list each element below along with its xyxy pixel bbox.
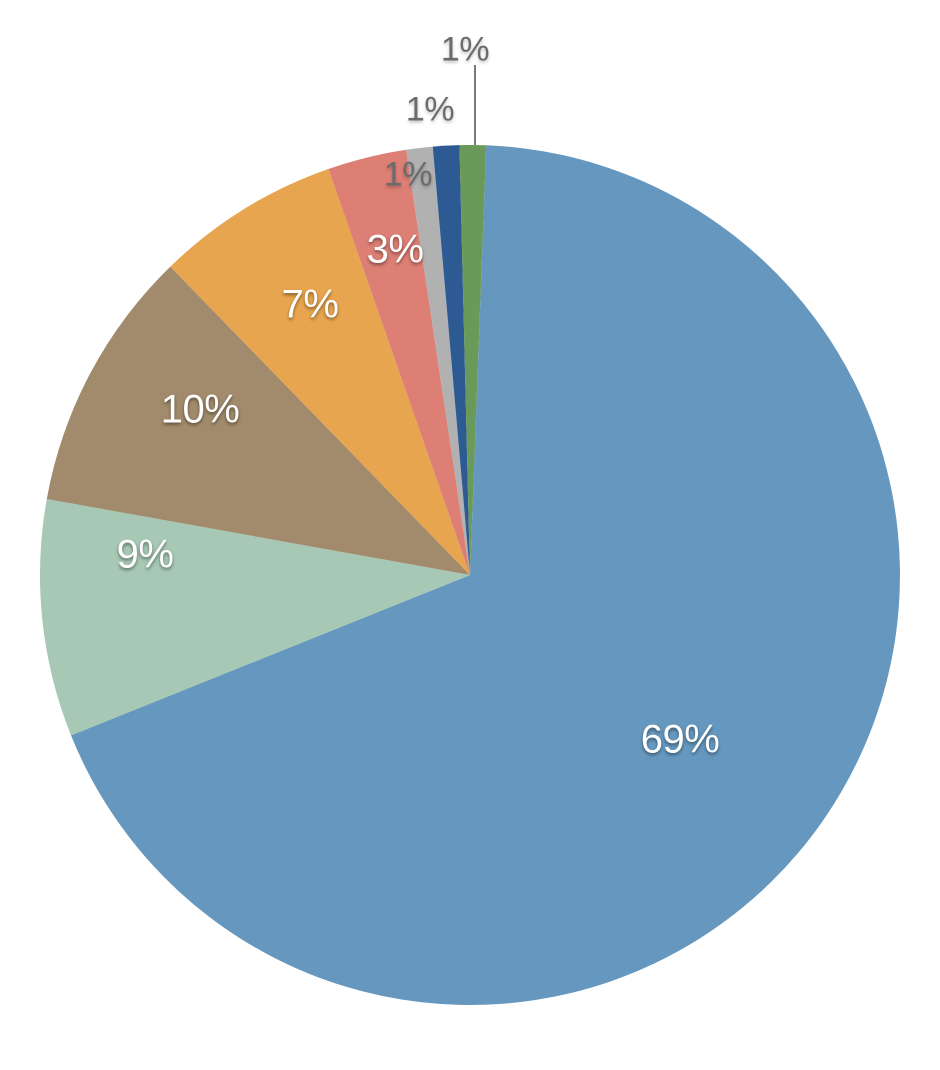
slice-pct-label: 69%: [641, 718, 720, 763]
pie-chart-container: 69% 9% 10% 7% 3% 1% 1% 1%: [0, 0, 940, 1070]
slice-pct-label: 9%: [117, 533, 174, 578]
slice-pct-label: 10%: [161, 388, 240, 433]
slice-pct-label: 1%: [441, 31, 489, 70]
slice-pct-label: 1%: [406, 91, 454, 130]
slice-pct-label: 1%: [384, 156, 432, 195]
slice-pct-label: 7%: [282, 283, 339, 328]
slice-pct-label: 3%: [367, 228, 424, 273]
